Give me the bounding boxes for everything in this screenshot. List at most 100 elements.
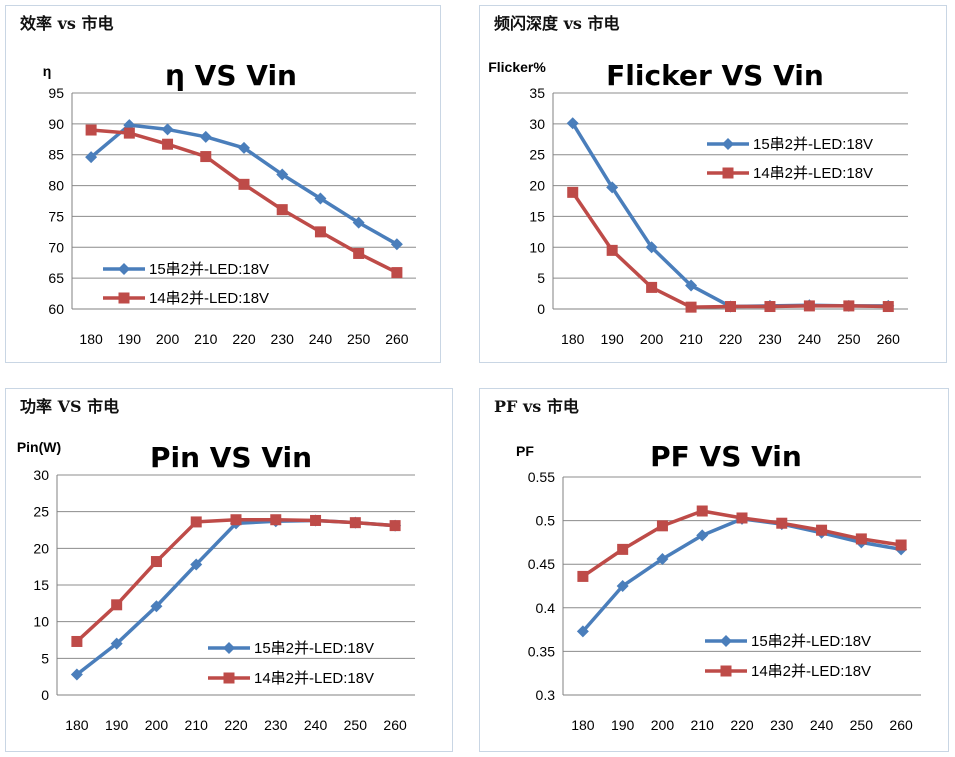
data-point (576, 625, 589, 638)
chart-title: η VS Vin (165, 59, 297, 92)
y-tick-label: 5 (41, 650, 49, 666)
data-point (855, 533, 867, 545)
y-tick-label: 0.4 (536, 600, 556, 616)
y-tick-label: 30 (529, 116, 545, 132)
y-tick-label: 0.5 (536, 513, 556, 529)
chart-title: PF VS Vin (650, 440, 802, 473)
data-point (685, 279, 698, 292)
x-tick-label: 260 (889, 717, 913, 733)
chart-title: Flicker VS Vin (606, 59, 824, 92)
x-tick-label: 250 (344, 717, 368, 733)
data-point (310, 514, 322, 526)
x-tick-label: 210 (194, 331, 218, 347)
y-axis-label: PF (516, 443, 534, 459)
x-tick-label: 180 (79, 331, 103, 347)
data-point (123, 127, 135, 139)
y-tick-label: 85 (48, 147, 64, 163)
x-tick-label: 260 (385, 331, 409, 347)
data-point (617, 543, 629, 555)
data-point (150, 556, 162, 568)
data-point (389, 520, 401, 532)
legend-label: 14串2并-LED:18V (751, 663, 871, 680)
x-tick-label: 180 (65, 717, 89, 733)
data-point (567, 186, 579, 198)
data-point (685, 301, 697, 313)
data-point (150, 600, 163, 613)
legend-label: 15串2并-LED:18V (254, 640, 374, 657)
data-point (276, 168, 289, 181)
data-point (314, 226, 326, 238)
data-point (270, 514, 282, 526)
y-tick-label: 10 (529, 239, 545, 255)
legend-marker (223, 642, 235, 654)
chart-title: Pin VS Vin (150, 441, 312, 474)
y-tick-label: 10 (33, 614, 49, 630)
data-point (696, 529, 709, 542)
data-point (895, 539, 907, 551)
x-tick-label: 220 (232, 331, 256, 347)
x-tick-label: 190 (600, 331, 624, 347)
x-tick-label: 180 (571, 717, 595, 733)
data-point (696, 505, 708, 517)
x-tick-label: 210 (691, 717, 715, 733)
y-tick-label: 25 (529, 147, 545, 163)
legend-marker (223, 672, 235, 684)
legend-marker (720, 665, 732, 677)
y-axis-label: η (43, 63, 52, 79)
legend-marker (720, 635, 732, 647)
data-point (230, 514, 242, 526)
y-tick-label: 90 (48, 116, 64, 132)
x-tick-label: 230 (264, 717, 288, 733)
series-line (571, 191, 889, 309)
data-point (314, 192, 327, 205)
data-point (70, 668, 83, 681)
x-tick-label: 260 (383, 717, 407, 733)
x-tick-label: 230 (758, 331, 782, 347)
x-tick-label: 250 (837, 331, 861, 347)
data-point (577, 570, 589, 582)
data-point (190, 516, 202, 528)
x-tick-label: 240 (798, 331, 822, 347)
x-tick-label: 250 (347, 331, 371, 347)
data-point (645, 241, 658, 254)
legend-label: 14串2并-LED:18V (149, 290, 269, 307)
data-point (656, 520, 668, 532)
legend-label: 15串2并-LED:18V (149, 261, 269, 278)
y-tick-label: 35 (529, 85, 545, 101)
data-point (843, 300, 855, 312)
panel-title: 频闪深度 vs 市电 (494, 14, 620, 33)
data-point (882, 301, 894, 313)
y-tick-label: 15 (33, 577, 49, 593)
chart-panel-flicker: 频闪深度 vs 市电 0 5 10 15 20 25 30 35 180 190 200 210 220… (479, 5, 947, 363)
legend-label: 15串2并-LED:18V (751, 633, 871, 650)
data-point (606, 244, 618, 256)
x-tick-label: 180 (561, 331, 585, 347)
x-tick-label: 190 (611, 717, 635, 733)
series-line (75, 517, 396, 643)
legend-marker (722, 138, 734, 150)
x-tick-label: 240 (309, 331, 333, 347)
y-tick-label: 80 (48, 178, 64, 194)
x-tick-label: 200 (640, 331, 664, 347)
x-tick-label: 260 (877, 331, 901, 347)
data-point (111, 599, 123, 611)
x-tick-label: 200 (651, 717, 675, 733)
y-tick-label: 5 (537, 270, 545, 286)
legend-marker (722, 167, 734, 179)
data-point (606, 181, 619, 194)
data-point (391, 267, 403, 279)
pf-chart: 0.3 0.35 0.4 0.45 0.5 0.55 180 190 200 210 220 230 2… (516, 440, 921, 733)
y-axis-label: Flicker% (488, 59, 546, 75)
data-point (566, 117, 579, 130)
data-point (353, 247, 365, 259)
legend-label: 15串2并-LED:18V (753, 136, 873, 153)
y-axis-label: Pin(W) (17, 439, 61, 455)
y-tick-label: 0.35 (528, 643, 555, 659)
legend-marker (118, 263, 130, 275)
y-tick-label: 0.45 (528, 556, 555, 572)
panel-title: 功率 VS 市电 (20, 397, 120, 416)
data-point (736, 512, 748, 524)
y-tick-label: 0.55 (528, 469, 555, 485)
y-tick-label: 20 (529, 178, 545, 194)
y-tick-label: 0 (537, 301, 545, 317)
